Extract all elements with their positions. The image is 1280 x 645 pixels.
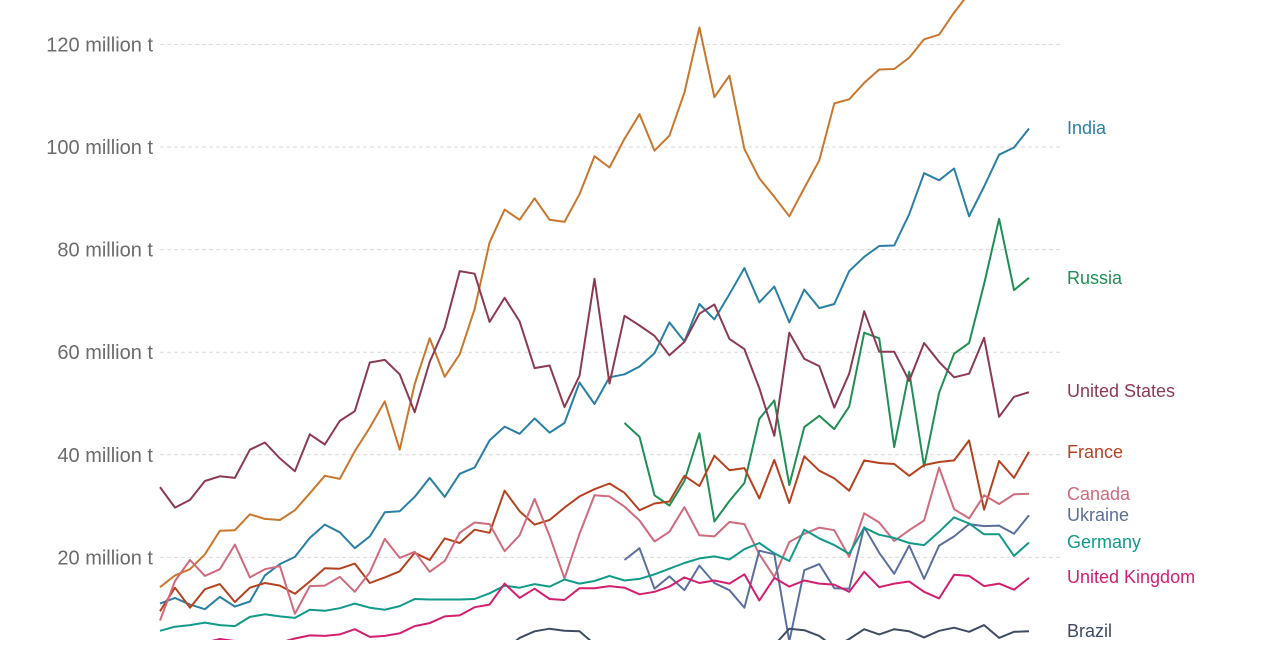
- series-label-russia: Russia: [1067, 268, 1123, 288]
- series-line-ukraine: [623, 514, 1030, 643]
- series-label-india: India: [1067, 118, 1107, 138]
- y-tick-label-120: 120 million t: [46, 34, 153, 56]
- series-line-canada: [159, 466, 1030, 621]
- series-line-france: [159, 439, 1030, 612]
- series-lines: [159, 0, 1030, 645]
- series-line-brazil: [353, 624, 1030, 645]
- series-line-china: [159, 0, 966, 588]
- y-tick-label-20: 20 million t: [57, 547, 153, 569]
- series-label-uk: United Kingdom: [1067, 567, 1195, 587]
- series-line-uk: [164, 570, 1030, 645]
- series-label-canada: Canada: [1067, 484, 1131, 504]
- series-line-germany: [159, 516, 1030, 632]
- y-tick-label-100: 100 million t: [46, 137, 153, 159]
- series-label-brazil: Brazil: [1067, 621, 1112, 640]
- series-label-ukraine: Ukraine: [1067, 505, 1129, 525]
- y-tick-label-40: 40 million t: [57, 445, 153, 467]
- y-tick-label-80: 80 million t: [57, 240, 153, 262]
- y-tick-label-60: 60 million t: [57, 342, 153, 364]
- series-line-india: [159, 127, 1030, 611]
- gridlines: [160, 43, 1062, 558]
- series-label-usa: United States: [1067, 381, 1175, 401]
- series-label-france: France: [1067, 442, 1123, 462]
- series-line-russia: [623, 217, 1030, 523]
- y-axis-tick-labels: 20 million t 40 million t 60 million t 80 m…: [46, 34, 153, 569]
- series-line-usa: [159, 270, 1030, 509]
- series-labels: India Russia United States France CanadaUkra…: [1067, 118, 1195, 641]
- series-label-germany: Germany: [1067, 532, 1141, 552]
